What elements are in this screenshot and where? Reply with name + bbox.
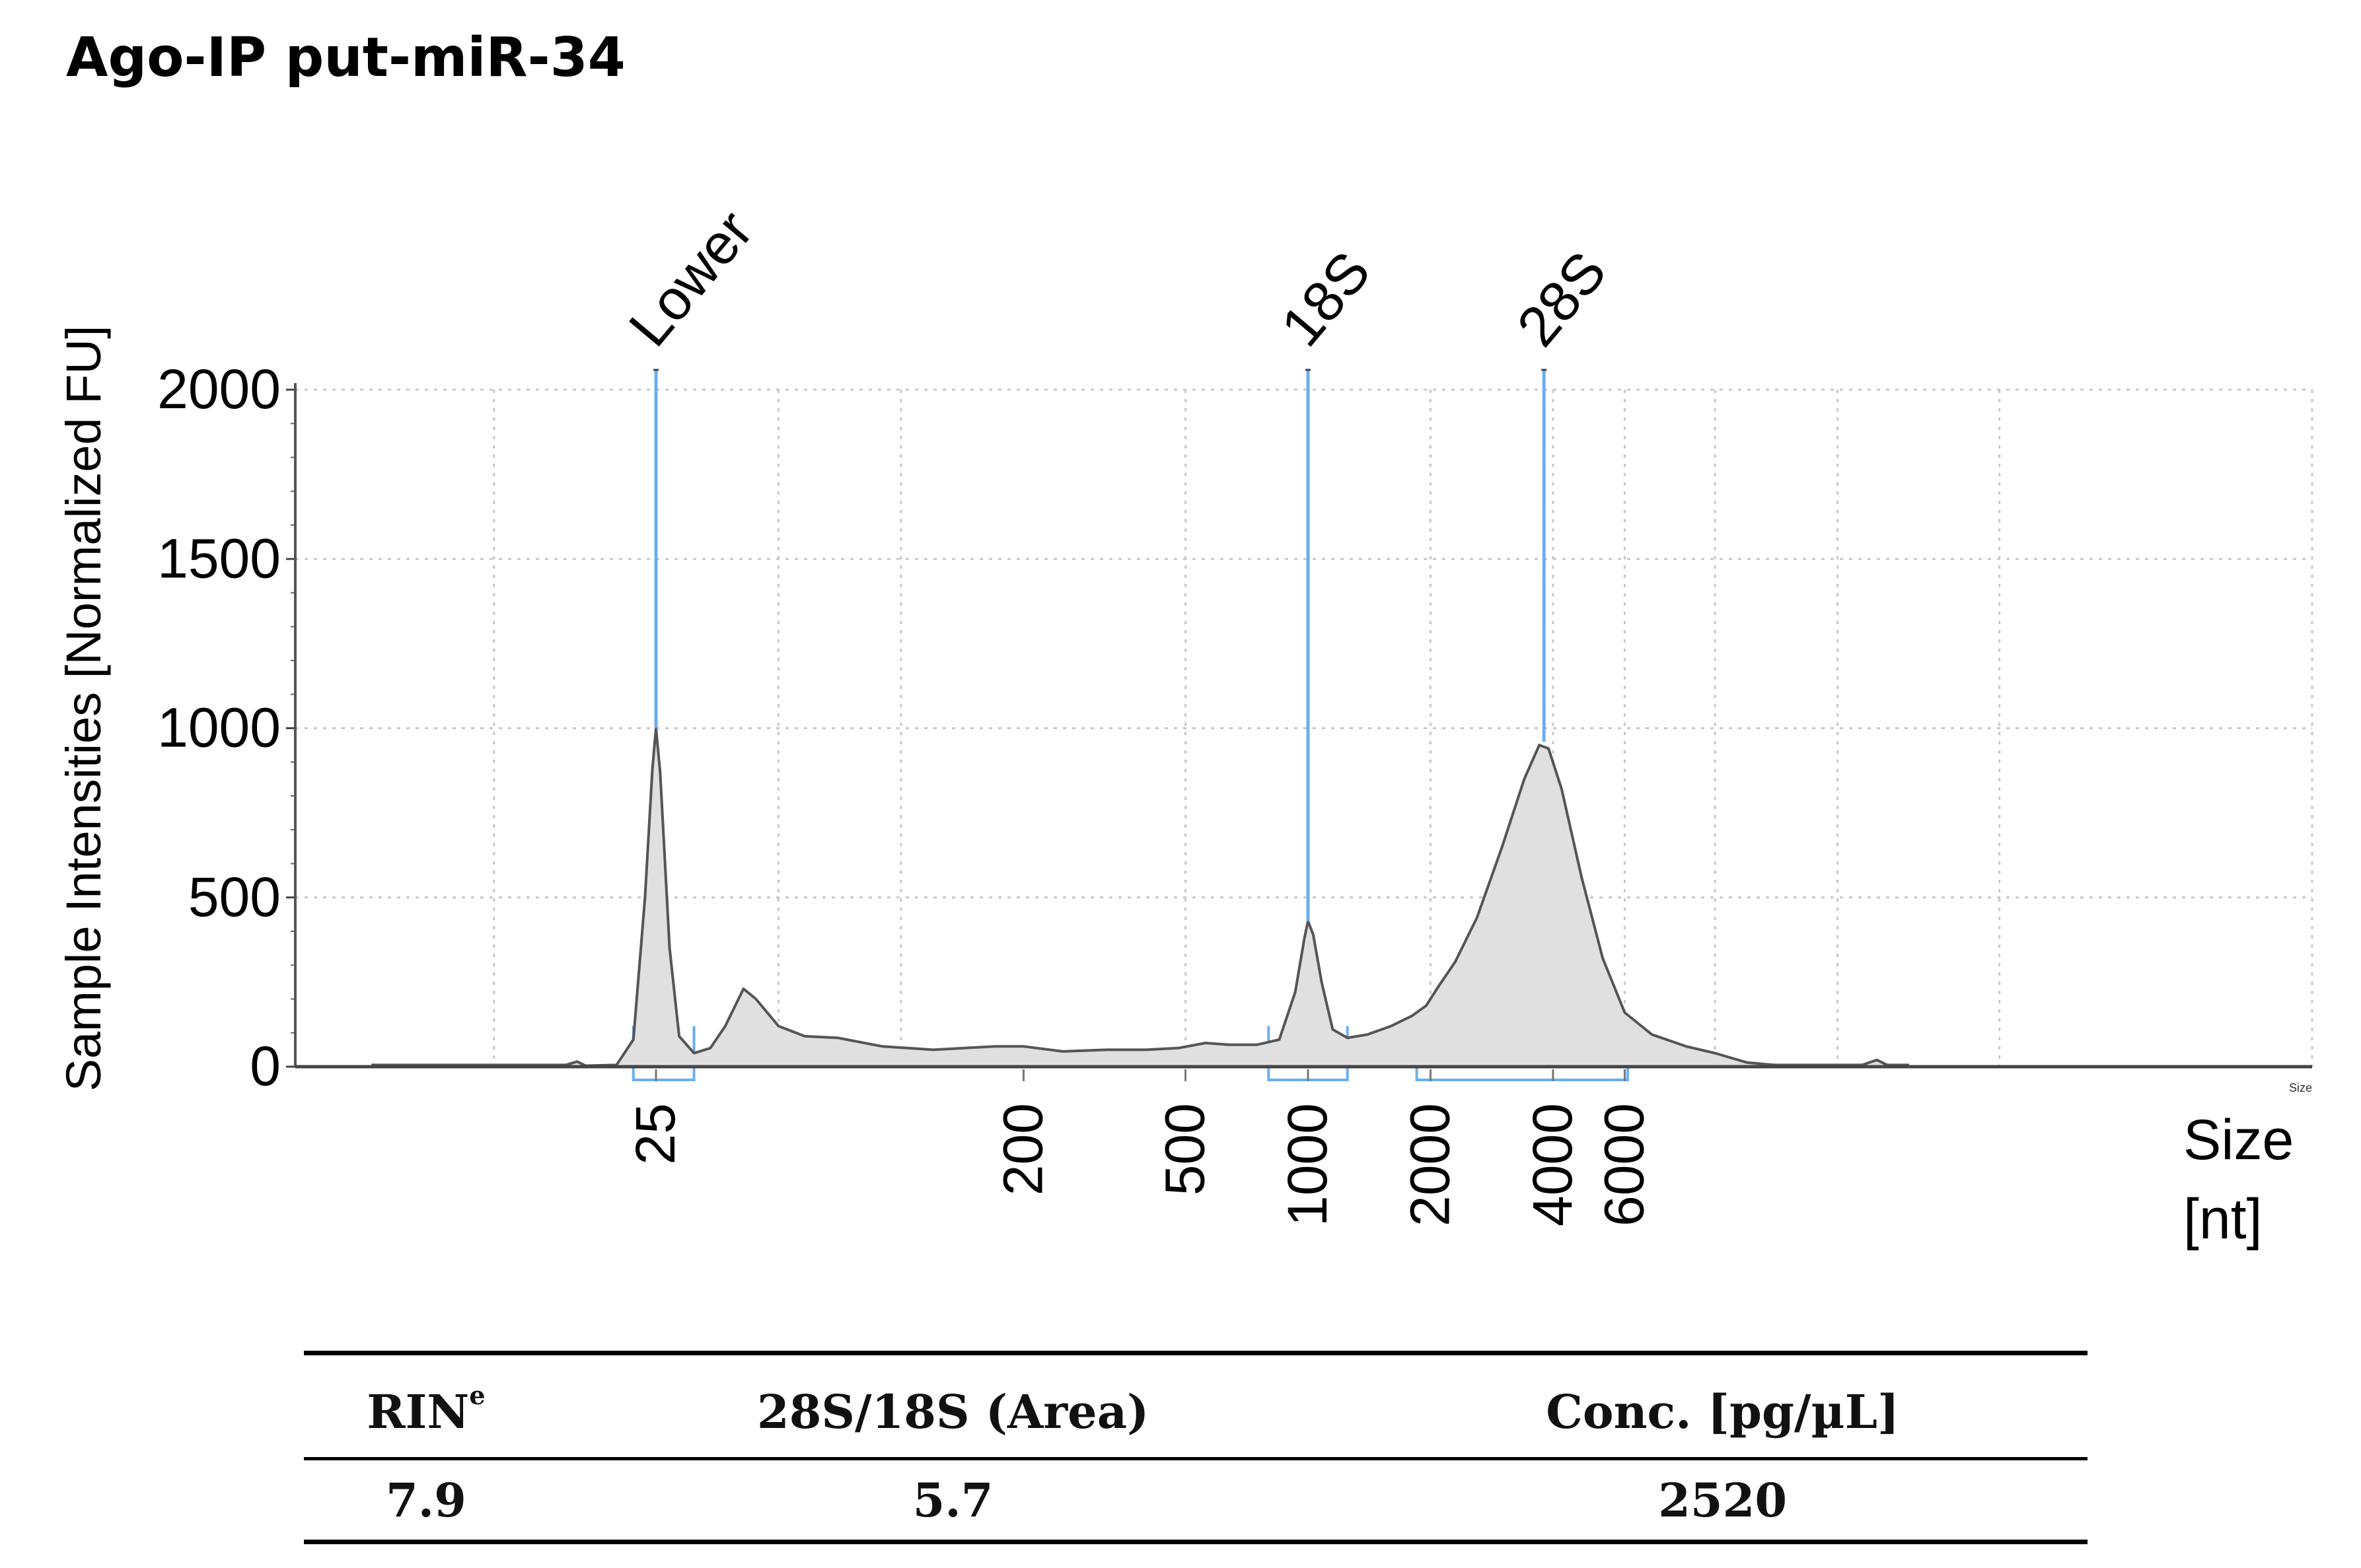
x-axis-title: Size bbox=[2183, 1108, 2294, 1172]
x-tick-label: 2000 bbox=[1398, 1103, 1461, 1227]
value-conc: 2520 bbox=[1358, 1458, 2088, 1544]
electropherogram-chart: 0 500 1000 1500 2000 Lower 18S 28S 25 200 500 1000 2… bbox=[56, 199, 2313, 1251]
results-table: RINe 28S/18S (Area) Conc. [pg/µL] 7.9 5.… bbox=[304, 1351, 2088, 1544]
corner-size-label: Size bbox=[2289, 1081, 2312, 1094]
x-axis-unit: [nt] bbox=[2183, 1188, 2263, 1251]
x-tick-label: 4000 bbox=[1521, 1103, 1583, 1227]
table-row: 7.9 5.7 2520 bbox=[304, 1458, 2088, 1544]
page-title: Ago-IP put-miR-34 bbox=[66, 26, 626, 89]
x-tick-label: 200 bbox=[992, 1103, 1054, 1195]
peak-label: 28S bbox=[1505, 240, 1618, 358]
trace-layer bbox=[371, 727, 1910, 1067]
peak-label: 18S bbox=[1269, 240, 1383, 358]
header-rin-label: RIN bbox=[367, 1384, 470, 1439]
x-tick-label: 6000 bbox=[1593, 1103, 1655, 1227]
y-axis-title: Sample Intensities [Normalized FU] bbox=[56, 326, 111, 1092]
peak-label: Lower bbox=[617, 199, 765, 358]
peak-markers bbox=[653, 369, 1547, 921]
trace-line bbox=[371, 727, 1909, 1067]
labels: 0 500 1000 1500 2000 Lower 18S 28S 25 200 500 1000 2… bbox=[56, 199, 2312, 1251]
axes bbox=[286, 383, 2312, 1081]
value-rin: 7.9 bbox=[304, 1458, 548, 1544]
header-conc: Conc. [pg/µL] bbox=[1358, 1351, 2088, 1460]
y-tick-label: 1500 bbox=[157, 527, 281, 589]
y-tick-label: 1000 bbox=[157, 697, 281, 759]
value-ratio: 5.7 bbox=[548, 1458, 1358, 1544]
trace-area bbox=[371, 728, 1910, 1067]
x-tick-label: 500 bbox=[1154, 1103, 1216, 1195]
header-ratio: 28S/18S (Area) bbox=[548, 1351, 1358, 1460]
table-header-row: RINe 28S/18S (Area) Conc. [pg/µL] bbox=[304, 1351, 2088, 1460]
y-tick-label: 500 bbox=[188, 866, 281, 928]
x-tick-label: 25 bbox=[624, 1103, 686, 1164]
y-tick-label: 0 bbox=[250, 1035, 281, 1097]
header-rin-superscript: e bbox=[469, 1380, 486, 1410]
y-tick-label: 2000 bbox=[157, 358, 281, 420]
header-rin: RINe bbox=[304, 1351, 548, 1460]
x-tick-label: 1000 bbox=[1276, 1103, 1338, 1227]
